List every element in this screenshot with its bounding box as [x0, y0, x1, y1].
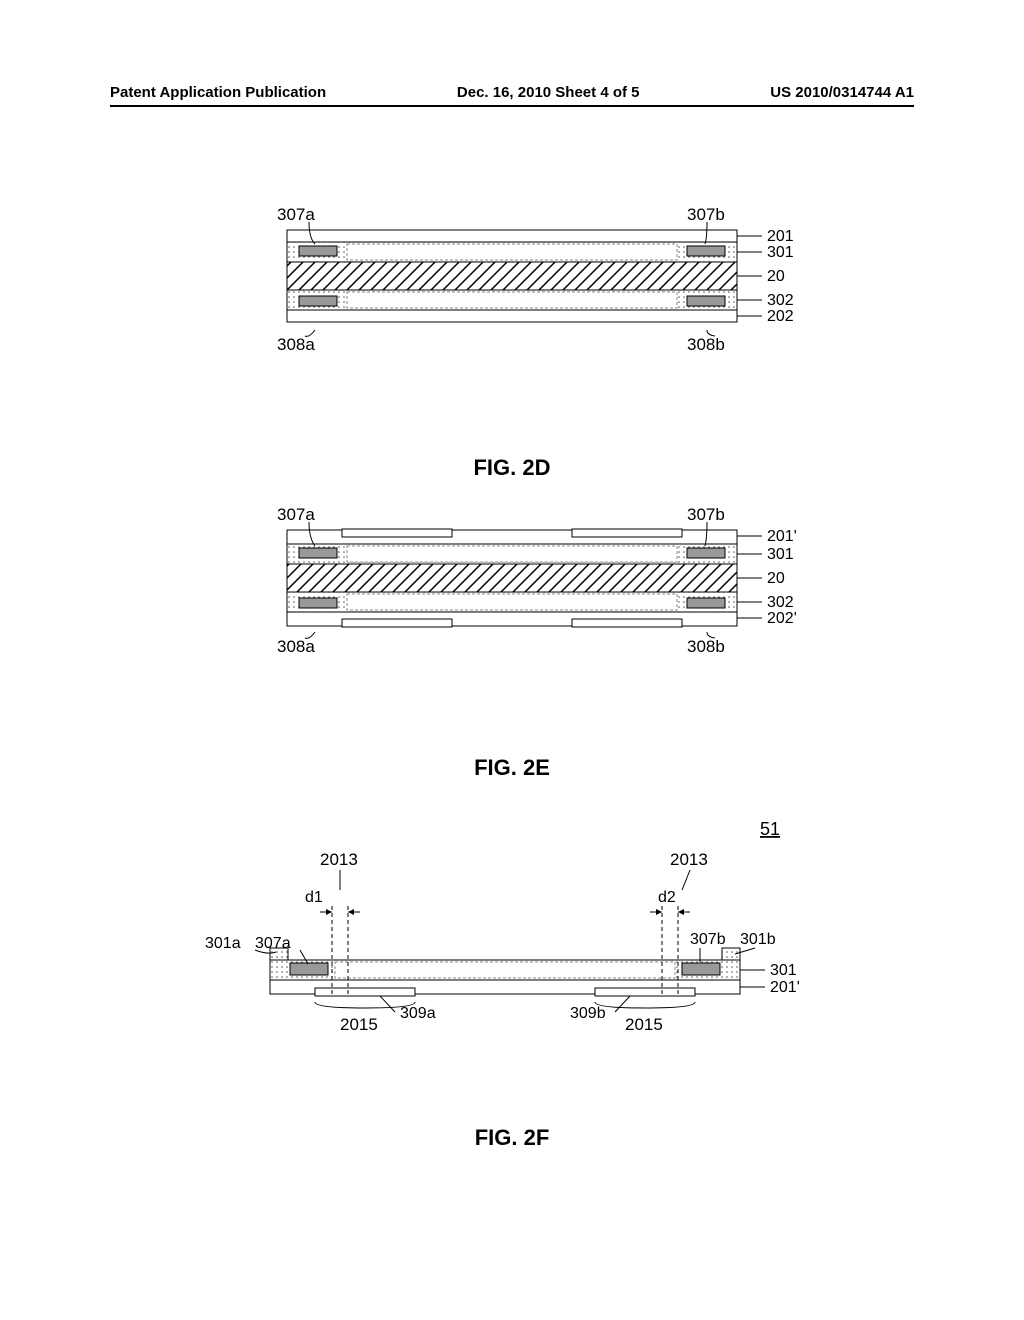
figure-2e-container: 307a 307b 308a 308b 201' 301 20 302 202'	[0, 490, 1024, 781]
patent-page: Patent Application Publication Dec. 16, …	[0, 0, 1024, 1320]
label-309b: 309b	[570, 1005, 606, 1022]
figure-2e-label: FIG. 2E	[0, 755, 1024, 781]
label-2013-l: 2013	[320, 850, 358, 869]
label-2013-r: 2013	[670, 850, 708, 869]
label-20: 20	[767, 570, 785, 587]
label-51: 51	[760, 819, 780, 839]
label-2015-r: 2015	[625, 1015, 663, 1034]
label-201p: 201'	[767, 528, 797, 545]
figure-2d-container: 307a 307b 308a 308b 201 301 20 302	[0, 190, 1024, 481]
label-201p: 201'	[770, 979, 800, 996]
figure-2f-svg: 51	[0, 790, 1024, 1100]
figure-2d-label: FIG. 2D	[0, 455, 1024, 481]
label-301: 301	[767, 244, 794, 261]
header-center: Dec. 16, 2010 Sheet 4 of 5	[457, 84, 640, 101]
label-20: 20	[767, 268, 785, 285]
label-d1: d1	[305, 889, 323, 906]
label-307a: 307a	[277, 205, 315, 224]
label-308a: 308a	[277, 335, 315, 354]
figure-2f-container: 51	[0, 790, 1024, 1151]
label-307a: 307a	[277, 505, 315, 524]
header-left: Patent Application Publication	[110, 84, 326, 101]
label-2015-l: 2015	[340, 1015, 378, 1034]
label-202p: 202'	[767, 610, 797, 627]
label-201: 201	[767, 228, 794, 245]
figure-2e-svg: 307a 307b 308a 308b 201' 301 20 302 202'	[0, 490, 1024, 730]
label-307b: 307b	[687, 505, 725, 524]
label-309a: 309a	[400, 1005, 436, 1022]
label-307b: 307b	[687, 205, 725, 224]
label-202: 202	[767, 308, 794, 325]
label-d2: d2	[658, 889, 676, 906]
label-308b: 308b	[687, 637, 725, 656]
label-308a: 308a	[277, 637, 315, 656]
label-301a: 301a	[205, 935, 241, 952]
figure-2f-label: FIG. 2F	[0, 1125, 1024, 1151]
label-301: 301	[770, 962, 797, 979]
label-307b: 307b	[690, 931, 726, 948]
label-307a: 307a	[255, 935, 291, 952]
label-301: 301	[767, 546, 794, 563]
figure-2d-svg: 307a 307b 308a 308b 201 301 20 302	[0, 190, 1024, 430]
label-302: 302	[767, 594, 794, 611]
label-302: 302	[767, 292, 794, 309]
label-301b: 301b	[740, 931, 776, 948]
header-right: US 2010/0314744 A1	[770, 84, 914, 101]
page-header: Patent Application Publication Dec. 16, …	[110, 84, 914, 107]
label-308b: 308b	[687, 335, 725, 354]
